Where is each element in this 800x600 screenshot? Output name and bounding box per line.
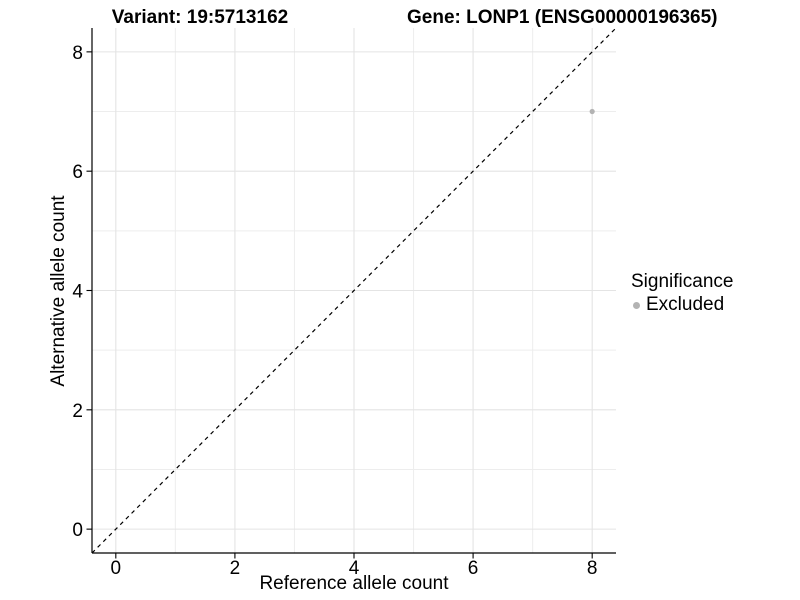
y-tick-label: 6 [72, 162, 83, 183]
variant-title: Variant: 19:5713162 [111, 7, 289, 28]
excluded-point-swatch [633, 301, 640, 309]
legend-title: Significance [631, 271, 734, 292]
x-tick-label: 0 [111, 558, 122, 579]
x-tick-label: 2 [230, 558, 241, 579]
y-tick-label: 0 [72, 520, 83, 541]
legend-item-label: Excluded [646, 294, 725, 315]
identity-reference-line [91, 27, 617, 554]
gene-title: Gene: LONP1 (ENSG00000196365) [407, 7, 718, 28]
y-tick-label: 4 [72, 282, 83, 303]
y-tick-label: 2 [72, 401, 83, 422]
x-tick-label: 8 [587, 558, 598, 579]
x-tick-label: 6 [468, 558, 479, 579]
x-axis-title: Reference allele count [259, 573, 449, 594]
legend: Significance Excluded [631, 271, 733, 315]
legend-item-excluded: Excluded [631, 295, 733, 315]
y-tick-label: 8 [72, 43, 83, 64]
y-axis-title: Alternative allele count [48, 195, 69, 387]
data-point [589, 108, 595, 115]
x-tick-label: 4 [349, 558, 360, 579]
